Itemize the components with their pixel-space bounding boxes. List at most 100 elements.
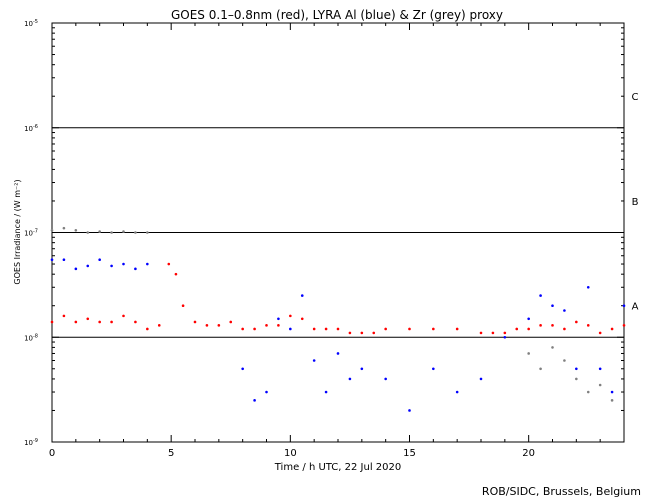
data-point (289, 327, 292, 331)
data-point (146, 262, 149, 266)
data-point (146, 327, 149, 331)
data-point (277, 317, 280, 321)
flare-class-label: C (632, 92, 639, 103)
data-point (110, 320, 113, 324)
data-point (348, 377, 352, 381)
data-point (134, 320, 137, 324)
y-tick-label: 10-5 (24, 19, 38, 28)
data-point (586, 285, 590, 289)
data-point (491, 331, 495, 335)
data-point (432, 327, 435, 331)
data-point (167, 262, 171, 266)
footer-credit: ROB/SIDC, Brussels, Belgium (482, 485, 641, 498)
x-tick-label: 20 (522, 448, 535, 459)
y-tick-label: 10-8 (24, 333, 38, 342)
data-point (229, 320, 233, 324)
data-point (134, 267, 137, 271)
data-point (193, 320, 197, 324)
data-point (217, 324, 221, 327)
data-point (324, 390, 328, 394)
data-point (563, 359, 566, 362)
data-point (74, 228, 78, 232)
data-point (455, 327, 459, 331)
data-point (479, 331, 483, 335)
data-point (575, 367, 578, 371)
data-point (300, 294, 304, 297)
data-point (479, 377, 483, 381)
data-point (527, 327, 530, 331)
data-point (62, 226, 66, 230)
data-point (74, 267, 78, 271)
data-point (503, 331, 507, 335)
data-point (289, 314, 292, 318)
data-point (174, 272, 178, 276)
data-point (360, 367, 364, 371)
data-point (622, 304, 626, 308)
data-point (598, 367, 602, 371)
data-point (50, 228, 54, 232)
data-point (324, 327, 328, 331)
data-point (598, 383, 602, 387)
data-point (74, 320, 78, 324)
data-point (408, 409, 411, 412)
data-point (122, 314, 125, 318)
flare-class-label: A (632, 302, 639, 313)
data-point (384, 377, 387, 381)
flare-class-label: B (632, 197, 639, 208)
y-tick-label: 10-7 (24, 229, 38, 238)
data-point (50, 258, 54, 261)
data-point (539, 294, 542, 297)
data-point (575, 377, 578, 381)
data-points (50, 226, 626, 412)
data-point (86, 231, 90, 234)
data-point (312, 327, 316, 331)
data-point (372, 331, 376, 335)
data-point (610, 390, 614, 394)
data-point (348, 331, 352, 335)
x-tick-label: 10 (284, 448, 297, 459)
data-point (598, 331, 602, 335)
data-point (122, 262, 125, 266)
data-point (110, 264, 113, 268)
data-point (205, 324, 209, 327)
data-point (300, 317, 304, 321)
y-tick-label: 10-6 (24, 124, 38, 133)
y-tick-label: 10-9 (24, 438, 38, 447)
data-point (62, 258, 66, 261)
data-point (551, 324, 554, 327)
x-tick-label: 0 (49, 448, 55, 459)
data-point (253, 327, 256, 331)
data-point (146, 231, 149, 234)
data-point (98, 320, 101, 324)
data-point (265, 324, 268, 327)
data-point (563, 327, 566, 331)
data-point (98, 230, 101, 233)
data-point (134, 231, 137, 234)
data-point (265, 390, 268, 394)
data-point (503, 335, 507, 339)
y-axis-label: GOES Irradiance / (W m⁻²) (13, 179, 22, 284)
data-point (539, 324, 542, 327)
data-point (336, 352, 340, 355)
data-point (360, 331, 364, 335)
data-point (253, 399, 256, 402)
data-point (157, 324, 161, 327)
x-tick-label: 15 (403, 448, 416, 459)
data-point (527, 352, 530, 355)
data-point (277, 324, 280, 327)
data-point (610, 399, 614, 402)
data-point (98, 258, 101, 261)
data-point (181, 304, 185, 308)
data-point (312, 359, 316, 362)
data-point (586, 390, 590, 394)
chart-title: GOES 0.1–0.8nm (red), LYRA Al (blue) & Z… (171, 8, 503, 22)
data-point (622, 324, 626, 327)
x-tick-label: 5 (168, 448, 174, 459)
data-point (539, 367, 542, 371)
data-point (455, 390, 459, 394)
data-point (384, 327, 387, 331)
data-point (551, 304, 554, 308)
data-point (563, 309, 566, 312)
data-point (575, 320, 578, 324)
